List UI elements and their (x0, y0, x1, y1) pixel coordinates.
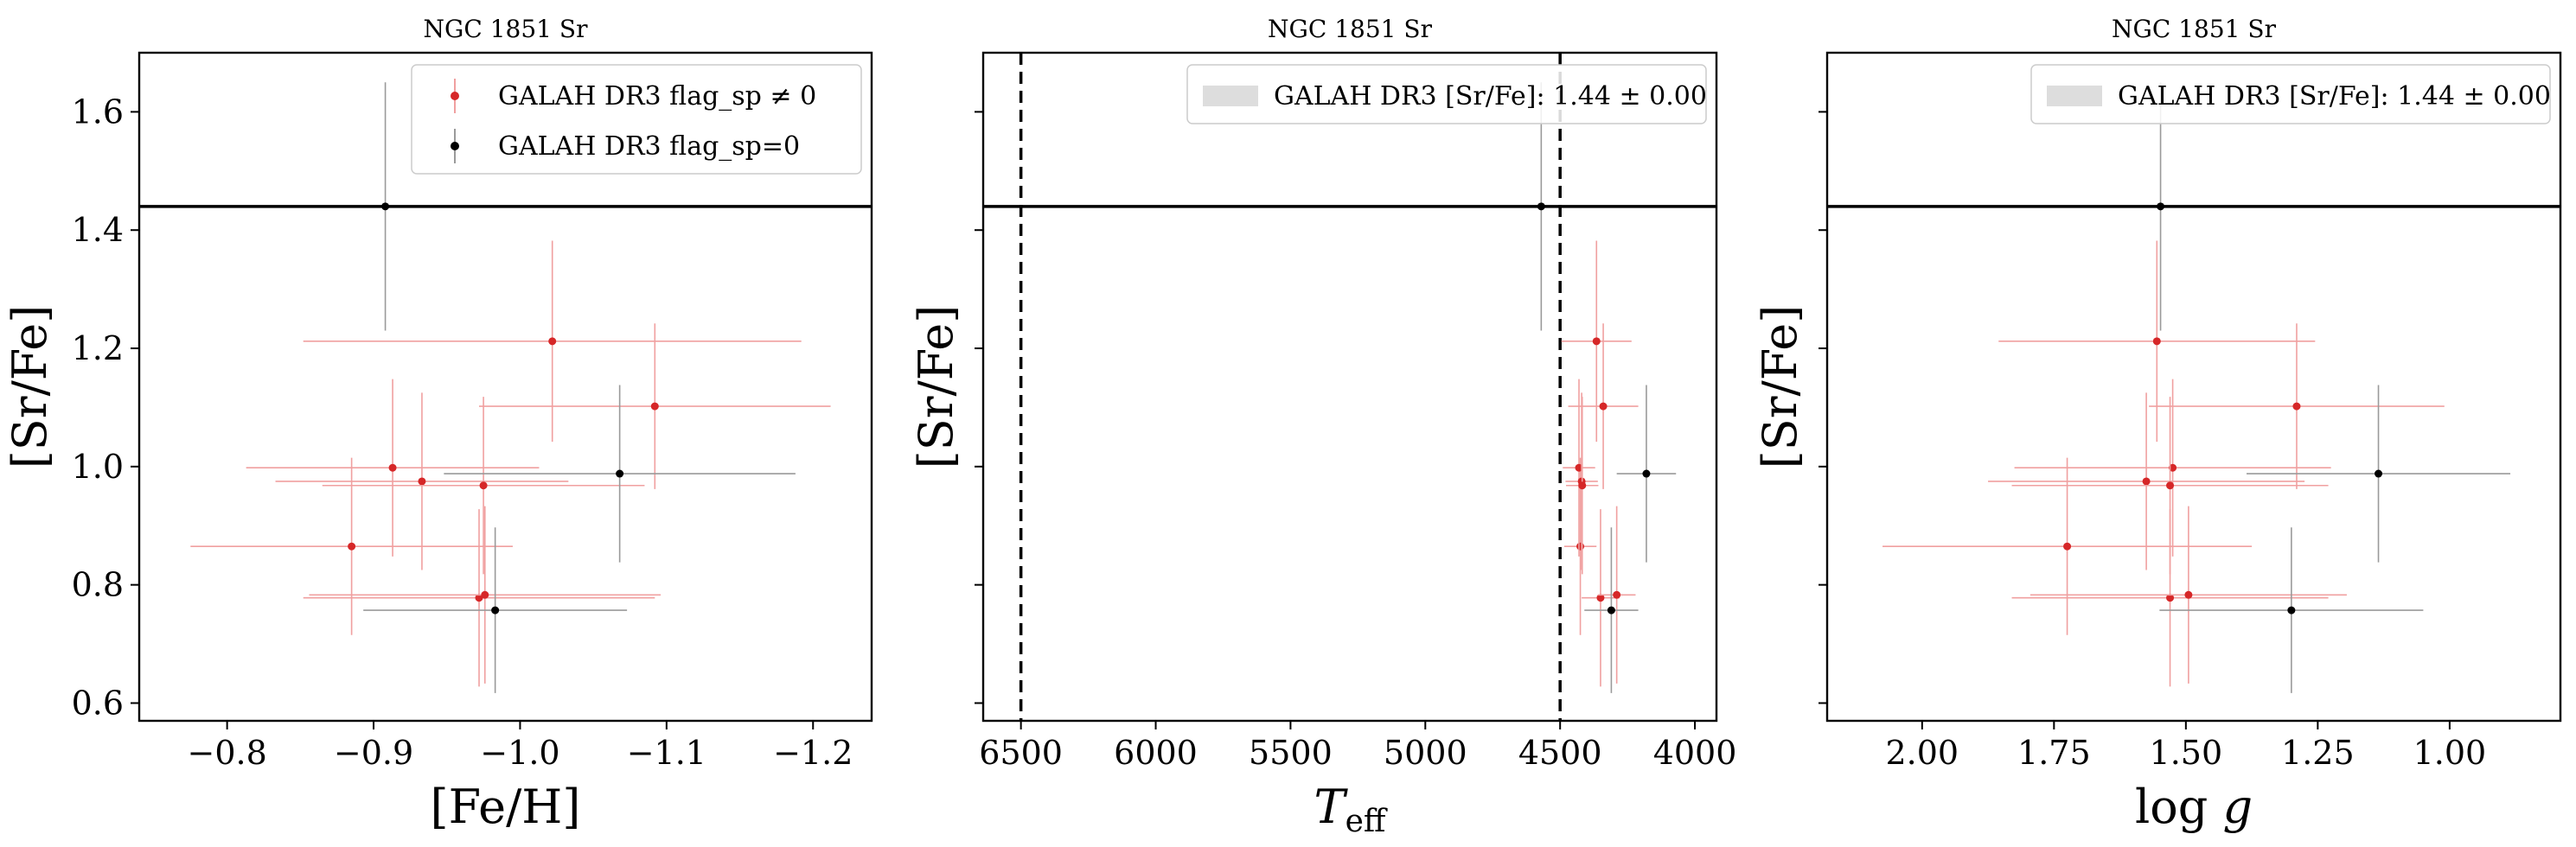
x-axis-label: log g (2135, 780, 2253, 834)
x-tick-label: −1.2 (773, 734, 853, 772)
x-tick-label: −0.9 (334, 734, 413, 772)
x-tick-label: 1.50 (2150, 734, 2223, 772)
x-tick-label: 4000 (1653, 734, 1737, 772)
y-tick-label: 1.6 (72, 92, 124, 131)
legend: GALAH DR3 [Sr/Fe]: 1.44 ± 0.00 (1186, 64, 1707, 124)
x-tick-label: 5500 (1249, 734, 1333, 772)
data-point (1599, 402, 1608, 411)
data-point (475, 594, 483, 602)
legend: GALAH DR3 flag_sp ≠ 0 GALAH DR3 flag_sp=0 (411, 64, 862, 175)
y-tick-label: 0.8 (72, 566, 124, 604)
panel-feh: NGC 1851 Sr −0.8 −0.9 −1.0 −1.1 −1.2 0.6 0.8 1.… (3, 15, 873, 834)
data-point (2375, 469, 2383, 478)
legend-swatch (2047, 86, 2102, 106)
data-point (2292, 402, 2301, 411)
plot-frame (981, 51, 1718, 723)
data-point (1537, 202, 1545, 211)
plot-frame (137, 51, 873, 723)
panel-marks: 2.00 1.75 1.50 1.25 1.00 (1819, 51, 2562, 772)
legend-label: GALAH DR3 [Sr/Fe]: 1.44 ± 0.00 (2118, 81, 2551, 111)
data-point (2063, 542, 2072, 551)
data-point (2287, 606, 2296, 615)
data-point (2169, 463, 2177, 472)
data-point (2157, 202, 2165, 211)
data-point (1575, 463, 1583, 472)
data-point (548, 337, 557, 346)
panel-title: NGC 1851 Sr (424, 15, 589, 43)
data-point (2152, 337, 2161, 346)
x-tick-label: 1.25 (2281, 734, 2355, 772)
x-axis-label: [Fe/H] (431, 780, 581, 834)
y-axis-label: [Sr/Fe] (1753, 305, 1807, 469)
legend-label: GALAH DR3 [Sr/Fe]: 1.44 ± 0.00 (1274, 81, 1707, 111)
data-point (481, 590, 489, 599)
plot-frame (1825, 51, 2562, 723)
x-tick-label: 2.00 (1886, 734, 1959, 772)
data-point (1578, 481, 1587, 490)
x-axis-label: Teff (1314, 780, 1388, 839)
x-tick-label: −0.8 (187, 734, 266, 772)
x-tick-label: 6000 (1114, 734, 1198, 772)
data-point (388, 463, 397, 472)
data-point (2184, 590, 2193, 599)
data-point (479, 481, 488, 490)
legend-swatch (1203, 86, 1258, 106)
data-point (1607, 606, 1615, 615)
data-point (1592, 337, 1601, 346)
y-tick-label: 1.2 (72, 329, 124, 367)
data-point (650, 402, 659, 411)
data-point (2166, 481, 2175, 490)
data-point (381, 202, 390, 211)
y-axis-label: [Sr/Fe] (3, 305, 57, 469)
panel-logg: NGC 1851 Sr 2.00 1.75 1.50 1.25 1.00 log g [… (1753, 15, 2562, 834)
legend-label: GALAH DR3 flag_sp ≠ 0 (498, 81, 816, 111)
data-point (616, 469, 624, 478)
data-point (2142, 477, 2151, 486)
data-point (348, 542, 356, 551)
data-point (1576, 542, 1585, 551)
data-point (418, 477, 426, 486)
legend: GALAH DR3 [Sr/Fe]: 1.44 ± 0.00 (2030, 64, 2551, 124)
y-tick-label: 1.0 (72, 448, 124, 486)
x-tick-label: 6500 (979, 734, 1063, 772)
legend-frame (411, 64, 862, 175)
data-point (2166, 594, 2175, 602)
legend-frame (2030, 64, 2551, 124)
x-tick-label: 1.00 (2413, 734, 2487, 772)
legend-frame (1186, 64, 1707, 124)
legend-swatch (451, 142, 459, 150)
panel-title: NGC 1851 Sr (1268, 15, 1433, 43)
x-tick-label: 4500 (1518, 734, 1602, 772)
x-tick-label: −1.0 (480, 734, 559, 772)
panel-marks: 6500 6000 5500 5000 4500 4000 (975, 51, 1737, 772)
x-tick-label: 5000 (1384, 734, 1467, 772)
data-point (491, 606, 500, 615)
panel-marks: −0.8 −0.9 −1.0 −1.1 −1.2 0.6 0.8 1.0 1.2 1.4 1.6 (72, 51, 873, 772)
data-point (1642, 469, 1651, 478)
y-tick-label: 1.4 (72, 211, 124, 249)
panel-teff: NGC 1851 Sr 6500 6000 5500 5000 4500 4000 Tef… (909, 15, 1736, 839)
panel-title: NGC 1851 Sr (2112, 15, 2277, 43)
y-tick-label: 0.6 (72, 684, 124, 722)
legend-label: GALAH DR3 flag_sp=0 (498, 131, 800, 162)
legend-swatch (451, 92, 459, 100)
data-point (1596, 594, 1605, 602)
y-axis-label: [Sr/Fe] (909, 305, 963, 469)
x-tick-label: 1.75 (2017, 734, 2091, 772)
data-point (1613, 590, 1621, 599)
x-tick-label: −1.1 (627, 734, 706, 772)
